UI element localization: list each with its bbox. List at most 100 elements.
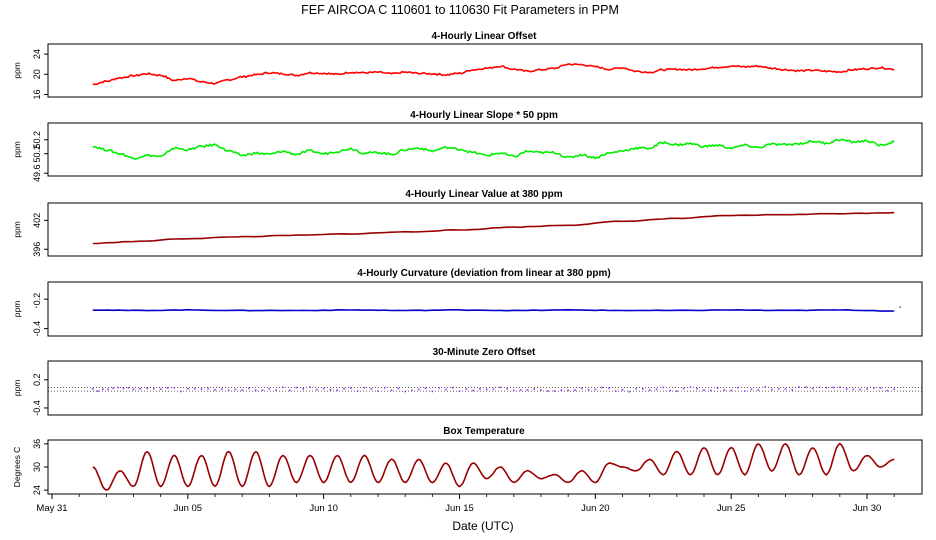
data-point [764,386,766,388]
data-point [458,390,461,393]
data-point [872,387,875,389]
data-point [492,388,495,390]
data-point [669,389,671,392]
data-point [465,388,468,390]
data-point [268,388,271,390]
data-point [757,389,760,391]
data-point [166,387,169,389]
panel-1: 4-Hourly Linear Offset 16 20 24 ppm [12,31,923,99]
data-series [91,386,895,393]
data-point [234,388,237,391]
data-point [390,389,393,392]
data-point [288,389,291,392]
data-point [153,387,155,390]
data-point [560,389,563,391]
data-point [676,390,678,393]
y-axis-label: ppm [12,141,22,158]
data-point [207,387,210,390]
x-axis: May 31 Jun 05 Jun 10 Jun 15 Jun 20 Jun 25 Jun … [36,494,895,514]
data-point [750,388,753,391]
data-series-line [92,63,895,86]
data-point [445,388,447,391]
figure-title: FEF AIRCOA C 110601 to 110630 Fit Parame… [301,3,619,17]
data-point [608,387,610,389]
y-tick-label: 0.2 [32,293,42,306]
y-tick-label: 0.2 [32,374,42,387]
y-tick-label: 24 [32,49,42,59]
data-point [879,387,882,389]
data-point [696,387,699,390]
data-point [594,388,597,391]
data-point [587,388,590,391]
data-point [117,386,120,389]
y-tick-label: 16 [32,89,42,99]
data-point [383,386,386,389]
data-point [254,389,257,391]
data-point [336,389,339,391]
data-point [370,388,373,390]
data-point [839,386,841,389]
y-tick-label: 402 [32,213,42,228]
data-point [730,389,732,392]
y-tick-label: 24 [32,485,42,495]
data-point [628,390,631,393]
data-point [648,389,651,392]
y-tick-label: -0.4 [32,321,42,337]
data-point [404,390,406,393]
x-tick-label: Jun 15 [445,503,474,514]
data-point [614,390,617,392]
data-point [533,388,536,390]
data-point [200,388,203,390]
data-series-line [92,138,895,160]
data-point [220,388,223,390]
data-point [832,386,834,389]
data-point [193,387,196,390]
x-tick-label: Jun 10 [309,503,338,514]
data-point [411,389,413,392]
data-series-line [92,442,895,491]
x-tick-label: Jun 20 [581,503,610,514]
data-point [146,387,148,390]
data-point [248,387,250,390]
data-point [859,388,862,391]
data-point [866,388,868,390]
data-point [655,388,658,391]
data-point [485,388,488,391]
panel-frame [47,122,923,177]
data-point [682,387,685,390]
data-point [852,388,855,391]
data-point [316,388,318,391]
data-point [363,386,366,389]
panel-frame [47,43,923,98]
panel-frame [47,360,923,416]
data-point [642,388,644,390]
y-axis-label: ppm [12,301,22,318]
data-point [621,388,624,391]
data-point [472,389,474,392]
data-point [601,386,603,389]
data-point [173,387,176,389]
data-point [282,386,284,389]
data-point [798,386,800,388]
x-tick-label: May 31 [36,503,67,514]
data-point [737,386,739,389]
data-point [546,390,549,392]
data-point [377,390,379,393]
data-point [553,390,556,392]
panel-title: 30-Minute Zero Offset [433,347,536,358]
data-point [356,390,359,392]
data-series-line [92,211,895,245]
data-point [567,389,569,391]
data-point [112,387,114,390]
x-tick-label: Jun 25 [717,503,746,514]
data-point [132,388,135,391]
y-tick-label: 36 [32,439,42,449]
data-point [159,388,162,390]
y-tick-label: 50.2 [32,145,42,163]
y-tick-label: 49.6 [32,164,42,182]
data-point [519,388,522,391]
panel-4: 4-Hourly Curvature (deviation from linea… [12,268,923,337]
data-point [322,387,325,390]
data-point [580,387,583,390]
